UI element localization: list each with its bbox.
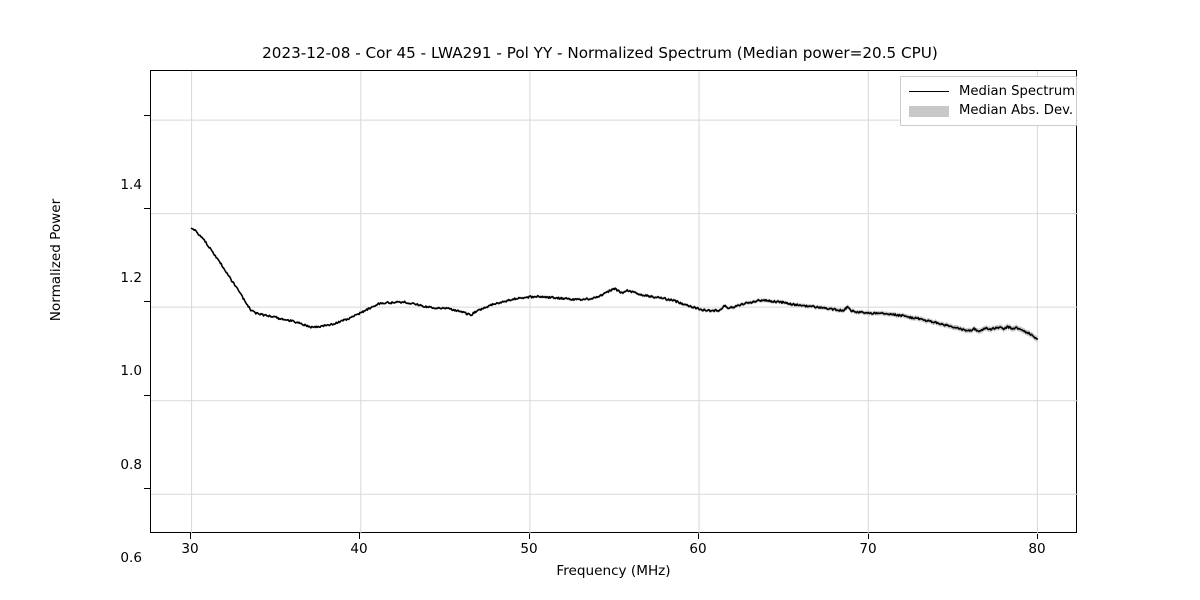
legend-label-median-spectrum: Median Spectrum xyxy=(959,84,1076,99)
ytick-label-1.2: 1.2 xyxy=(120,270,142,286)
legend-line-icon xyxy=(907,85,951,99)
legend: Median Spectrum Median Abs. Dev. xyxy=(900,76,1077,126)
xtick-label-70: 70 xyxy=(859,541,877,557)
legend-patch-icon xyxy=(907,104,951,118)
y-axis-tick-labels: 1.4 1.2 1.0 0.8 0.6 xyxy=(86,70,142,566)
legend-item-median-spectrum: Median Spectrum xyxy=(907,82,1075,101)
xtick-label-80: 80 xyxy=(1028,541,1046,557)
median-spectrum-line xyxy=(190,227,1039,340)
ytick-mark xyxy=(144,115,150,117)
x-axis-tick-labels: 30 40 50 60 70 80 xyxy=(150,541,1077,565)
ytick-label-1.0: 1.0 xyxy=(120,363,142,379)
xtick-label-40: 40 xyxy=(350,541,368,557)
xtick-mark xyxy=(190,533,192,539)
x-axis-label: Frequency (MHz) xyxy=(556,563,671,579)
gridlines xyxy=(151,71,1078,534)
xtick-label-30: 30 xyxy=(181,541,199,557)
xtick-label-60: 60 xyxy=(689,541,707,557)
xtick-mark xyxy=(698,533,700,539)
y-axis-label: Normalized Power xyxy=(48,198,64,322)
xtick-label-50: 50 xyxy=(520,541,538,557)
ytick-label-1.4: 1.4 xyxy=(120,177,142,193)
spectrum-plot xyxy=(151,71,1078,534)
xtick-mark xyxy=(868,533,870,539)
ytick-label-0.8: 0.8 xyxy=(120,457,142,473)
xtick-mark xyxy=(1037,533,1039,539)
ytick-mark xyxy=(144,301,150,303)
xtick-mark xyxy=(359,533,361,539)
ytick-mark xyxy=(144,395,150,397)
ytick-mark xyxy=(144,488,150,490)
page-title: 2023-12-08 - Cor 45 - LWA291 - Pol YY - … xyxy=(262,44,938,62)
plot-area xyxy=(150,70,1078,534)
legend-item-median-abs-dev: Median Abs. Dev. xyxy=(907,101,1074,120)
xtick-mark xyxy=(529,533,531,539)
ytick-label-0.6: 0.6 xyxy=(120,550,142,566)
ytick-mark xyxy=(144,208,150,210)
median-abs-dev-band xyxy=(191,227,1038,342)
legend-label-median-abs-dev: Median Abs. Dev. xyxy=(959,103,1074,118)
